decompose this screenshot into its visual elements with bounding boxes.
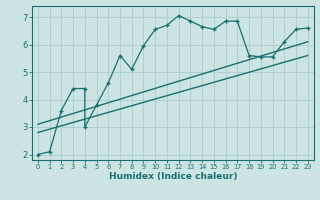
X-axis label: Humidex (Indice chaleur): Humidex (Indice chaleur) <box>108 172 237 181</box>
